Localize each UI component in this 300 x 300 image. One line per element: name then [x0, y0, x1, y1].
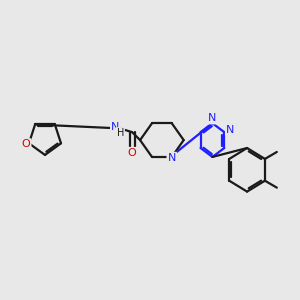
- Text: N: N: [226, 125, 234, 135]
- Text: N: N: [208, 113, 217, 123]
- Text: N: N: [168, 153, 176, 163]
- Text: H: H: [117, 128, 124, 138]
- Text: O: O: [128, 148, 136, 158]
- Text: N: N: [111, 122, 119, 132]
- Text: O: O: [22, 139, 30, 149]
